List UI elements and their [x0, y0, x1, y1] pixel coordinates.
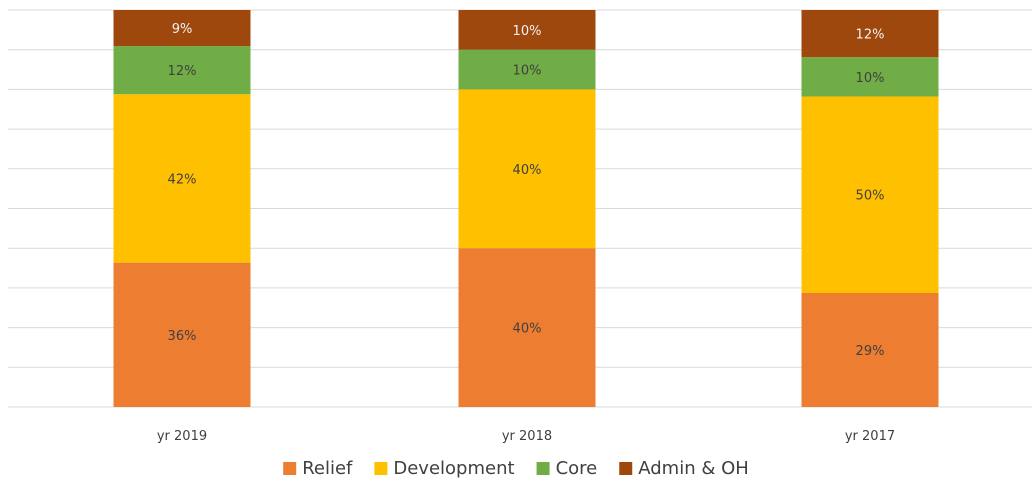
legend-label-relief: Relief — [302, 458, 353, 479]
legend-item-relief: Relief — [283, 458, 353, 479]
data-label-development-yr-2017: 50% — [856, 189, 885, 204]
x-axis: yr 2019 yr 2018 yr 2017 — [157, 429, 895, 444]
bar-segment-development-yr-2018 — [458, 89, 596, 249]
bar-segment-admin-oh-yr-2018 — [458, 10, 596, 50]
bar-segment-development-yr-2017 — [801, 96, 939, 294]
legend-swatch-development — [374, 462, 388, 475]
legend: Relief Development Core Admin & OH — [283, 458, 749, 479]
legend-label-development: Development — [393, 458, 514, 479]
bar-segment-relief-yr-2018 — [458, 248, 596, 407]
bar-segment-core-yr-2018 — [458, 49, 596, 90]
data-label-admin-oh-yr-2019: 9% — [172, 22, 193, 37]
bars — [113, 10, 939, 407]
data-label-development-yr-2018: 40% — [513, 163, 542, 178]
legend-label-admin-oh: Admin & OH — [638, 458, 749, 479]
legend-item-admin-oh: Admin & OH — [619, 458, 749, 479]
bar-segment-core-yr-2017 — [801, 57, 939, 97]
legend-item-core: Core — [536, 458, 598, 479]
data-label-admin-oh-yr-2017: 12% — [856, 28, 885, 43]
legend-swatch-core — [536, 462, 550, 475]
data-label-core-yr-2018: 10% — [513, 64, 542, 79]
bar-segment-admin-oh-yr-2019 — [113, 10, 251, 47]
bar-segment-admin-oh-yr-2017 — [801, 10, 939, 58]
x-tick-label-yr-2017: yr 2017 — [845, 429, 895, 444]
data-label-relief-yr-2019: 36% — [168, 329, 197, 344]
data-label-admin-oh-yr-2018: 10% — [513, 24, 542, 39]
legend-label-core: Core — [556, 458, 598, 479]
data-labels: 36% 42% 12% 9% 40% 40% 10% 10% 29% 50% 10% 12% — [168, 22, 885, 359]
legend-swatch-relief — [283, 462, 297, 475]
data-label-core-yr-2019: 12% — [168, 64, 197, 79]
legend-swatch-admin-oh — [619, 462, 633, 475]
legend-item-development: Development — [374, 458, 515, 479]
x-tick-label-yr-2018: yr 2018 — [502, 429, 552, 444]
data-label-relief-yr-2017: 29% — [856, 344, 885, 359]
bar-segment-core-yr-2019 — [113, 46, 251, 95]
data-label-development-yr-2019: 42% — [168, 172, 197, 187]
bar-segment-relief-yr-2017 — [801, 293, 939, 407]
bar-segment-relief-yr-2019 — [113, 262, 251, 407]
x-tick-label-yr-2019: yr 2019 — [157, 429, 207, 444]
data-label-core-yr-2017: 10% — [856, 71, 885, 86]
data-label-relief-yr-2018: 40% — [513, 322, 542, 337]
bar-segment-development-yr-2019 — [113, 94, 251, 263]
